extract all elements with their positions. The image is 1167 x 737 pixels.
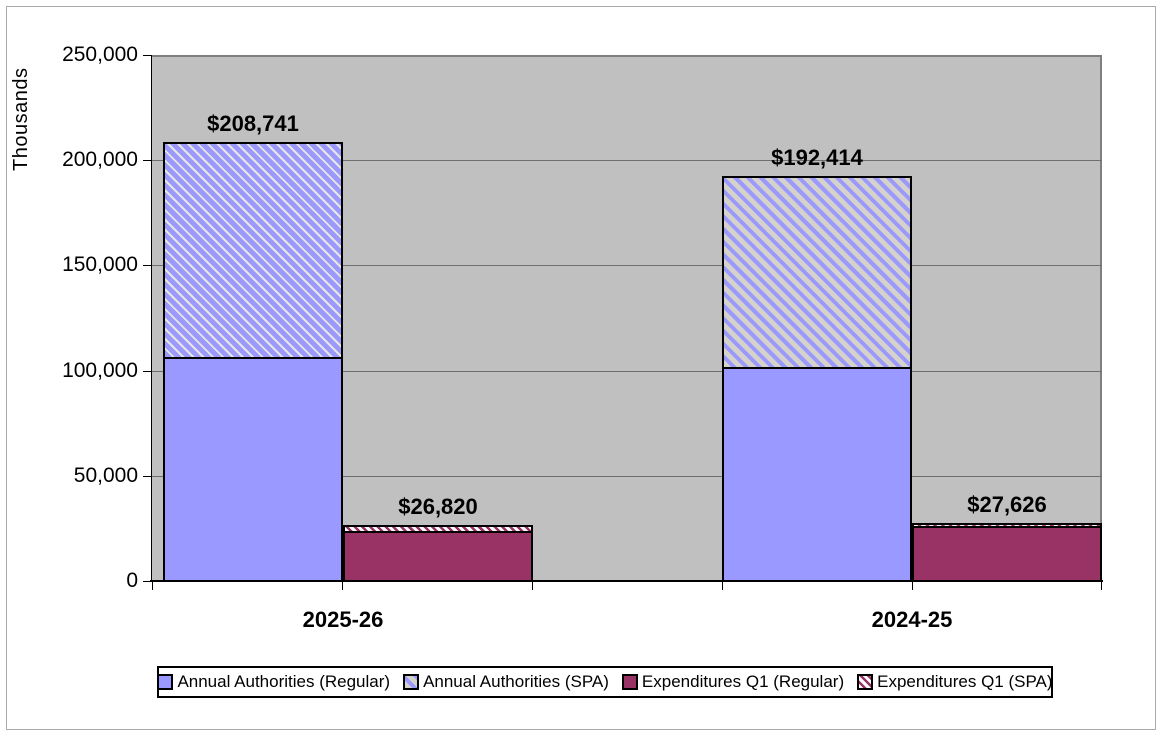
bar-segment-spa xyxy=(165,144,341,359)
y-axis-line xyxy=(151,55,152,582)
legend-swatch-icon xyxy=(621,674,638,690)
y-tick-mark xyxy=(143,160,152,161)
x-axis-line xyxy=(150,580,1103,582)
x-tick-mark xyxy=(532,582,533,590)
y-axis-title: Thousands xyxy=(10,67,32,171)
x-tick-mark xyxy=(152,582,153,590)
legend-label: Expenditures Q1 (SPA) xyxy=(877,672,1053,691)
gridline xyxy=(152,160,1102,161)
y-tick-mark xyxy=(143,371,152,372)
y-tick-label: 100,000 xyxy=(62,359,138,382)
category-label-2025-26: 2025-26 xyxy=(302,607,384,632)
legend-swatch-icon xyxy=(403,674,420,690)
x-tick-mark xyxy=(342,582,343,590)
legend-label: Expenditures Q1 (Regular) xyxy=(641,672,845,691)
data-label-annual_authorities-2025-26: $208,741 xyxy=(207,111,299,136)
x-tick-mark xyxy=(1101,582,1102,590)
bar-annual_authorities-2025-26 xyxy=(163,142,343,582)
bar-segment-spa xyxy=(345,527,531,533)
y-tick-label: 0 xyxy=(126,569,138,592)
data-label-expenditures_q1-2024-25: $27,626 xyxy=(967,492,1047,517)
legend-item: Expenditures Q1 (Regular) xyxy=(621,672,845,692)
legend: Annual Authorities (Regular) Annual Autho… xyxy=(157,666,1053,698)
legend-swatch-icon xyxy=(857,674,874,690)
bar-segment-spa xyxy=(724,178,910,369)
legend-label: Annual Authorities (Regular) xyxy=(177,672,391,691)
y-tick-label: 150,000 xyxy=(62,253,138,276)
y-tick-label: 200,000 xyxy=(62,148,138,171)
bar-expenditures_q1-2024-25 xyxy=(912,523,1102,582)
y-tick-mark xyxy=(143,265,152,266)
gridline xyxy=(152,476,1102,477)
category-label-2024-25: 2024-25 xyxy=(871,607,953,632)
y-tick-mark xyxy=(143,581,152,582)
y-tick-mark xyxy=(143,476,152,477)
legend-item: Annual Authorities (SPA) xyxy=(403,672,609,692)
bar-expenditures_q1-2025-26 xyxy=(343,525,533,582)
y-tick-mark xyxy=(143,55,152,56)
bar-segment-spa xyxy=(914,525,1100,528)
y-tick-label: 250,000 xyxy=(62,43,138,66)
legend-item: Annual Authorities (Regular) xyxy=(157,672,390,692)
legend-swatch-icon xyxy=(157,674,174,690)
gridline xyxy=(152,265,1102,266)
data-label-annual_authorities-2024-25: $192,414 xyxy=(771,145,863,170)
y-tick-label: 50,000 xyxy=(73,464,138,487)
gridline xyxy=(152,371,1102,372)
bar-annual_authorities-2024-25 xyxy=(722,176,912,582)
legend-item: Expenditures Q1 (SPA) xyxy=(857,672,1053,692)
data-label-expenditures_q1-2025-26: $26,820 xyxy=(398,494,478,519)
legend-label: Annual Authorities (SPA) xyxy=(423,672,609,691)
x-tick-mark xyxy=(722,582,723,590)
x-tick-mark xyxy=(912,582,913,590)
